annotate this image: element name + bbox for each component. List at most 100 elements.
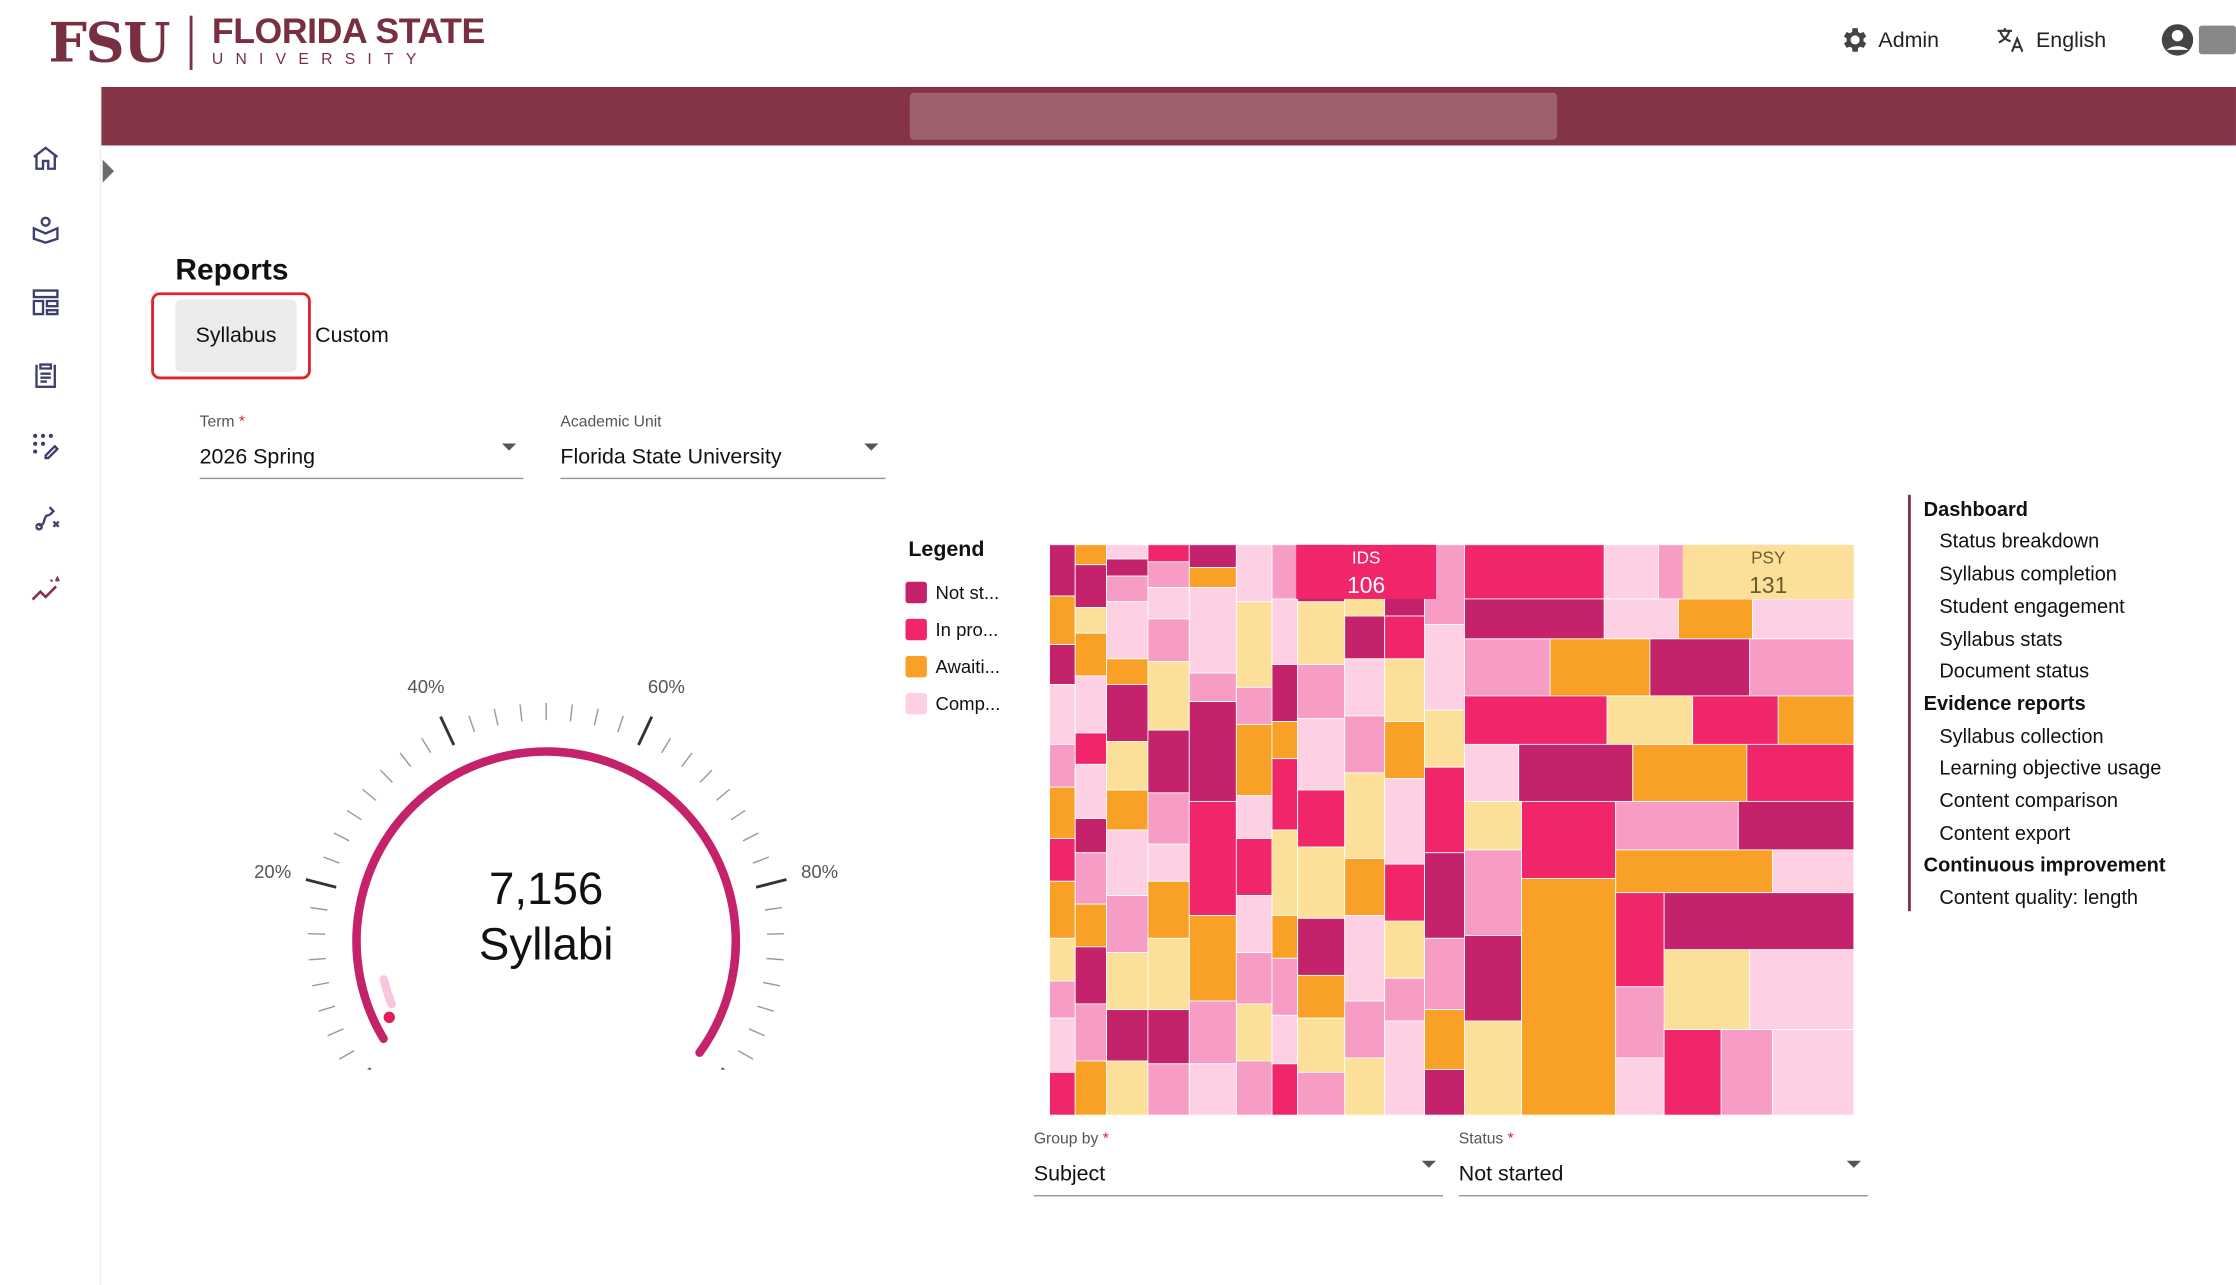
treemap-cell[interactable] [1424,1009,1465,1070]
treemap-cell[interactable] [1271,1063,1299,1116]
treemap-cell[interactable] [1106,952,1149,1011]
treemap-cell[interactable] [1235,838,1273,896]
nav-courses[interactable] [29,212,63,246]
treemap-cell[interactable] [1049,1017,1076,1073]
treemap-cell-ids[interactable] [1296,544,1436,599]
treemap-cell[interactable] [1424,937,1465,1011]
treemap-cell[interactable] [1518,743,1634,802]
treemap-cell[interactable] [1188,1063,1237,1116]
treemap-cell[interactable] [1297,664,1346,720]
toc-section-evidence-reports[interactable]: Evidence reports [1923,691,2086,715]
treemap-cell[interactable] [1424,624,1465,711]
toc-link-syllabus-completion[interactable]: Syllabus completion [1939,561,2117,585]
treemap-cell[interactable] [1344,858,1386,916]
treemap-cell[interactable] [1464,544,1605,600]
treemap-cell[interactable] [1297,846,1346,919]
toc-link-content-comparison[interactable]: Content comparison [1939,788,2119,812]
treemap-cell[interactable] [1049,937,1076,982]
treemap-cell[interactable] [1147,561,1190,588]
sidebar-toggle-arrow[interactable] [102,159,115,183]
treemap-cell[interactable] [1188,1000,1237,1065]
treemap-cell[interactable] [1106,1060,1149,1116]
admin-button[interactable]: Admin [1838,24,1939,55]
treemap-cell[interactable] [1424,852,1465,939]
treemap-cell[interactable] [1106,601,1149,660]
treemap-cell[interactable] [1297,917,1346,976]
treemap-cell[interactable] [1615,1057,1665,1116]
treemap-cell-psy[interactable] [1682,544,1854,599]
treemap-cell[interactable] [1384,658,1426,722]
toc-link-learning-objective-usage[interactable]: Learning objective usage [1939,755,2162,779]
treemap-cell[interactable] [1074,607,1108,634]
account-icon[interactable] [2160,23,2194,57]
treemap-cell[interactable] [1297,1071,1346,1116]
treemap-cell[interactable] [1106,895,1149,953]
toc-link-document-status[interactable]: Document status [1939,658,2090,682]
treemap-cell[interactable] [1188,915,1237,1002]
legend-item-in-progress[interactable]: In pro... [905,618,998,641]
treemap-cell[interactable] [1384,721,1426,780]
term-select[interactable]: Term * 2026 Spring [199,414,524,480]
treemap-cell[interactable] [1106,558,1149,577]
treemap-cell[interactable] [1749,949,1854,1030]
treemap-cell[interactable] [1464,743,1520,802]
treemap-cell[interactable] [1235,686,1273,725]
treemap-cell[interactable] [1297,1017,1346,1073]
nav-pathways[interactable] [29,501,63,535]
treemap-cell[interactable] [1235,895,1273,953]
treemap-cell[interactable] [1737,800,1854,851]
treemap-cell[interactable] [1049,838,1076,882]
treemap-cell[interactable] [1772,1029,1854,1116]
treemap-cell[interactable] [1074,763,1108,819]
toc-link-content-export[interactable]: Content export [1939,821,2071,845]
treemap-cell[interactable] [1049,684,1076,745]
group-by-select[interactable]: Group by * Subject [1033,1131,1444,1197]
treemap-cell[interactable] [1074,1003,1108,1062]
treemap-cell[interactable] [1147,792,1190,845]
treemap-cell[interactable] [1235,1060,1273,1116]
treemap-cell[interactable] [1235,795,1273,839]
treemap-cell[interactable] [1632,743,1748,802]
treemap-cell[interactable] [1344,915,1386,1002]
treemap-cell[interactable] [1106,684,1149,742]
academic-unit-select[interactable]: Academic Unit Florida State University [560,414,886,480]
treemap-cell[interactable] [1615,986,1665,1059]
treemap-cell[interactable] [1344,772,1386,859]
treemap-cell[interactable] [1720,1029,1773,1116]
treemap-cell[interactable] [1384,615,1426,660]
treemap-cell[interactable] [1663,892,1854,951]
treemap-cell[interactable] [1106,575,1149,603]
treemap-cell[interactable] [1384,778,1426,865]
treemap-cell[interactable] [1074,903,1108,948]
treemap-cell[interactable] [1271,1014,1299,1065]
treemap-cell[interactable] [1464,598,1605,640]
subject-treemap[interactable]: IDS 106 PSY 131 [1049,544,1854,1116]
treemap-cell[interactable] [1049,786,1076,839]
nav-analytics[interactable] [29,573,63,607]
treemap-cell[interactable] [1188,701,1237,802]
legend-item-not-started[interactable]: Not st... [905,581,999,604]
treemap-cell[interactable] [1271,664,1299,722]
treemap-cell[interactable] [1384,977,1426,1022]
treemap-cell[interactable] [1663,1029,1722,1116]
treemap-cell[interactable] [1074,675,1108,734]
nav-reports[interactable] [29,358,63,392]
treemap-cell[interactable] [1464,849,1522,936]
treemap-cell[interactable] [1749,638,1854,697]
treemap-cell[interactable] [1297,789,1346,848]
treemap-cell[interactable] [1049,595,1076,645]
treemap-cell[interactable] [1074,732,1108,765]
treemap-cell[interactable] [1049,980,1076,1019]
treemap-cell[interactable] [1235,952,1273,1005]
treemap-cell[interactable] [1271,598,1299,665]
treemap-cell[interactable] [1271,721,1299,760]
treemap-cell[interactable] [1188,544,1237,568]
treemap-cell[interactable] [1615,892,1665,988]
treemap-cell[interactable] [1074,818,1108,854]
legend-item-complete[interactable]: Comp... [905,693,1000,715]
treemap-cell[interactable] [1663,949,1751,1030]
treemap-cell[interactable] [1752,598,1854,640]
treemap-cell[interactable] [1424,709,1465,768]
treemap-cell[interactable] [1271,758,1299,831]
global-search-bar[interactable] [909,92,1558,140]
